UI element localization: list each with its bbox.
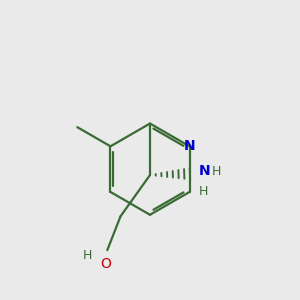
- Text: N: N: [199, 164, 211, 178]
- Text: H: H: [83, 249, 93, 262]
- Text: H: H: [212, 165, 221, 178]
- Text: H: H: [199, 185, 208, 198]
- Text: O: O: [100, 257, 111, 272]
- Text: N: N: [184, 139, 195, 153]
